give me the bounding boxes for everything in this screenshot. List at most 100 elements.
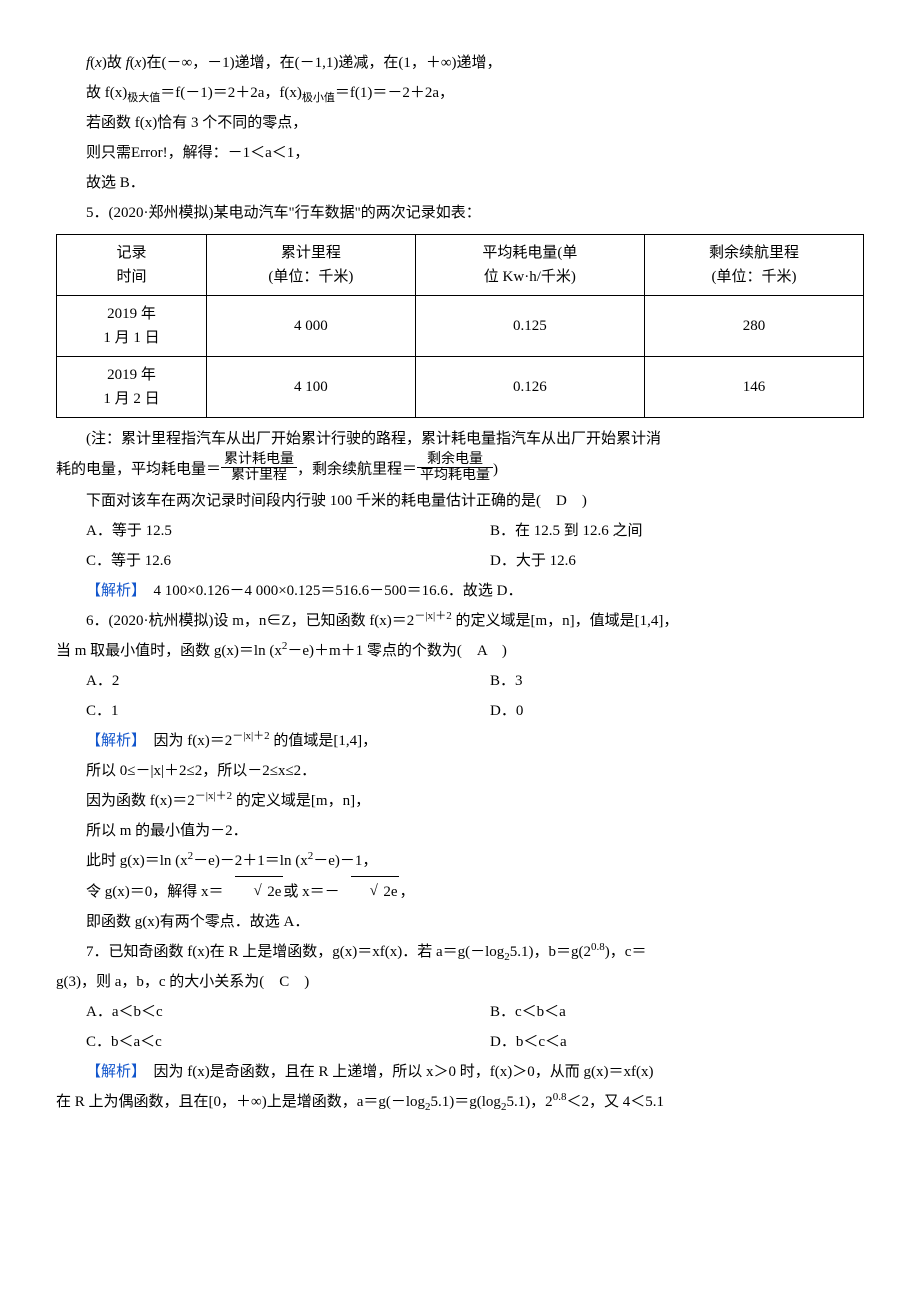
option-c: C．b＜a＜c [56, 1027, 460, 1057]
txt: 令 g(x)＝0，解得 x＝ [86, 884, 224, 900]
txt: ＝f(－1)＝2＋2a，f(x) [160, 85, 302, 101]
solution-label: 【解析】 [86, 583, 139, 599]
solution-text: 即函数 g(x)有两个零点．故选 A． [56, 907, 864, 937]
option-b: B．3 [460, 666, 864, 696]
txt: 在 R 上为偶函数，且在[0，＋∞)上是增函数，a＝g(－log [56, 1094, 425, 1110]
note-text: (注：累计里程指汽车从出厂开始累计行驶的路程，累计耗电量指汽车从出厂开始累计消 [56, 424, 864, 454]
table-cell: 2019 年 1 月 1 日 [57, 296, 207, 357]
option-d: D．0 [460, 696, 864, 726]
fraction: 剩余电量平均耗电量 [417, 452, 493, 484]
exponent: －|x|＋2 [195, 790, 232, 802]
txt: 因为 f(x)＝2 [139, 733, 233, 749]
body-text: 故选 B． [56, 168, 864, 198]
txt: ，剩余续航里程＝ [297, 461, 417, 477]
txt: 故 f(x) [86, 85, 127, 101]
table-cell: 0.126 [415, 357, 644, 418]
options-row: A．a＜b＜c B．c＜b＜a [56, 997, 864, 1027]
txt: )，c＝ [605, 944, 647, 960]
txt: ， [399, 884, 414, 900]
question-stem: g(3)，则 a，b，c 的大小关系为( C ) [56, 967, 864, 997]
solution-label: 【解析】 [86, 733, 139, 749]
txt: 的定义域是[m，n]，值域是[1,4]， [452, 613, 679, 629]
txt: 剩余续航里程 [709, 245, 799, 261]
solution-text: 所以 m 的最小值为－2． [56, 816, 864, 846]
txt: (单位：千米) [711, 269, 796, 285]
exponent: 0.8 [591, 941, 605, 953]
sqrt: 2e [340, 884, 400, 900]
options-row: C．1 D．0 [56, 696, 864, 726]
txt: 5.1)，b＝g(2 [510, 944, 591, 960]
txt: ＝f(1)＝－2＋2a， [335, 85, 454, 101]
txt: －e)－1， [313, 853, 377, 869]
solution-text: 【解析】 因为 f(x)＝2－|x|＋2 的值域是[1,4]， [56, 726, 864, 756]
table-row: 2019 年 1 月 2 日 4 100 0.126 146 [57, 357, 864, 418]
txt: 时间 [116, 269, 146, 285]
solution-label: 【解析】 [86, 1064, 139, 1080]
solution-text: 所以 0≤－|x|＋2≤2，所以－2≤x≤2． [56, 756, 864, 786]
radicand: 2e [351, 876, 399, 907]
solution-text: 因为函数 f(x)＝2－|x|＋2 的定义域是[m，n]， [56, 786, 864, 816]
txt: 的值域是[1,4]， [270, 733, 378, 749]
table-cell: 0.125 [415, 296, 644, 357]
option-c: C．1 [56, 696, 460, 726]
txt: 1 月 2 日 [103, 391, 159, 407]
option-d: D．大于 12.6 [460, 546, 864, 576]
txt: 的定义域是[m，n]， [232, 793, 370, 809]
body-text: 则只需Error!，解得：－1＜a＜1， [56, 138, 864, 168]
question-stem: 6．(2020·杭州模拟)设 m，n∈Z，已知函数 f(x)＝2－|x|＋2 的… [56, 606, 864, 636]
exponent: 0.8 [553, 1091, 567, 1103]
txt: 位 Kw·h/千米) [484, 269, 576, 285]
subscript: 极小值 [302, 92, 335, 104]
txt: 2019 年 [107, 306, 156, 322]
txt: －e)－2＋1＝ln (x [193, 853, 308, 869]
txt: (单位：千米) [268, 269, 353, 285]
note-text: 耗的电量，平均耗电量＝累计耗电量累计里程，剩余续航里程＝剩余电量平均耗电量) [56, 454, 864, 486]
options-row: C．等于 12.6 D．大于 12.6 [56, 546, 864, 576]
txt: 耗的电量，平均耗电量＝ [56, 461, 221, 477]
body-text: f(x)故 f(x)在(－∞，－1)递增，在(－1,1)递减，在(1，＋∞)递增… [56, 48, 864, 78]
option-b: B．在 12.5 到 12.6 之间 [460, 516, 864, 546]
txt: 因为函数 f(x)＝2 [86, 793, 195, 809]
sqrt: 2e [224, 884, 284, 900]
txt: 5.1)，2 [506, 1094, 552, 1110]
txt: 或 x＝－ [283, 884, 339, 900]
subscript: 极大值 [127, 92, 160, 104]
body-text: 若函数 f(x)恰有 3 个不同的零点， [56, 108, 864, 138]
option-d: D．b＜c＜a [460, 1027, 864, 1057]
options-row: C．b＜a＜c D．b＜c＜a [56, 1027, 864, 1057]
option-a: A．a＜b＜c [56, 997, 460, 1027]
table-cell: 2019 年 1 月 2 日 [57, 357, 207, 418]
txt: 当 m 取最小值时，函数 g(x)＝ln (x [56, 643, 282, 659]
solution-text: 在 R 上为偶函数，且在[0，＋∞)上是增函数，a＝g(－log25.1)＝g(… [56, 1087, 864, 1117]
exponent: －|x|＋2 [232, 730, 269, 742]
txt: 累计里程 [281, 245, 341, 261]
solution-text: 【解析】 4 100×0.126－4 000×0.125＝516.6－500＝1… [56, 576, 864, 606]
solution-text: 【解析】 因为 f(x)是奇函数，且在 R 上递增，所以 x＞0 时，f(x)＞… [56, 1057, 864, 1087]
txt: 5.1)＝g(log [431, 1094, 501, 1110]
question-stem: 5．(2020·郑州模拟)某电动汽车"行车数据"的两次记录如表： [56, 198, 864, 228]
numerator: 剩余电量 [417, 452, 493, 468]
table-header-row: 记录时间 累计里程(单位：千米) 平均耗电量(单位 Kw·h/千米) 剩余续航里… [57, 235, 864, 296]
option-a: A．2 [56, 666, 460, 696]
table-row: 2019 年 1 月 1 日 4 000 0.125 280 [57, 296, 864, 357]
options-row: A．2 B．3 [56, 666, 864, 696]
txt: ) [493, 461, 498, 477]
numerator: 累计耗电量 [221, 452, 297, 468]
question-stem: 当 m 取最小值时，函数 g(x)＝ln (x2－e)＋m＋1 零点的个数为( … [56, 636, 864, 666]
table-cell: 146 [644, 357, 863, 418]
txt: 2019 年 [107, 367, 156, 383]
table-cell: 280 [644, 296, 863, 357]
txt: ＜2，又 4＜5.1 [566, 1094, 664, 1110]
options-row: A．等于 12.5 B．在 12.5 到 12.6 之间 [56, 516, 864, 546]
txt: 7．已知奇函数 f(x)在 R 上是增函数，g(x)＝xf(x)．若 a＝g(－… [86, 944, 504, 960]
radicand: 2e [235, 876, 283, 907]
txt: 1 月 1 日 [103, 330, 159, 346]
solution-text: 此时 g(x)＝ln (x2－e)－2＋1＝ln (x2－e)－1， [56, 846, 864, 876]
txt: 因为 f(x)是奇函数，且在 R 上递增，所以 x＞0 时，f(x)＞0，从而 … [139, 1064, 654, 1080]
txt: 此时 g(x)＝ln (x [86, 853, 188, 869]
table-cell: 4 000 [206, 296, 415, 357]
txt: －e)＋m＋1 零点的个数为( A ) [287, 643, 507, 659]
denominator: 累计里程 [221, 468, 297, 483]
table-cell: 4 100 [206, 357, 415, 418]
fraction: 累计耗电量累计里程 [221, 452, 297, 484]
